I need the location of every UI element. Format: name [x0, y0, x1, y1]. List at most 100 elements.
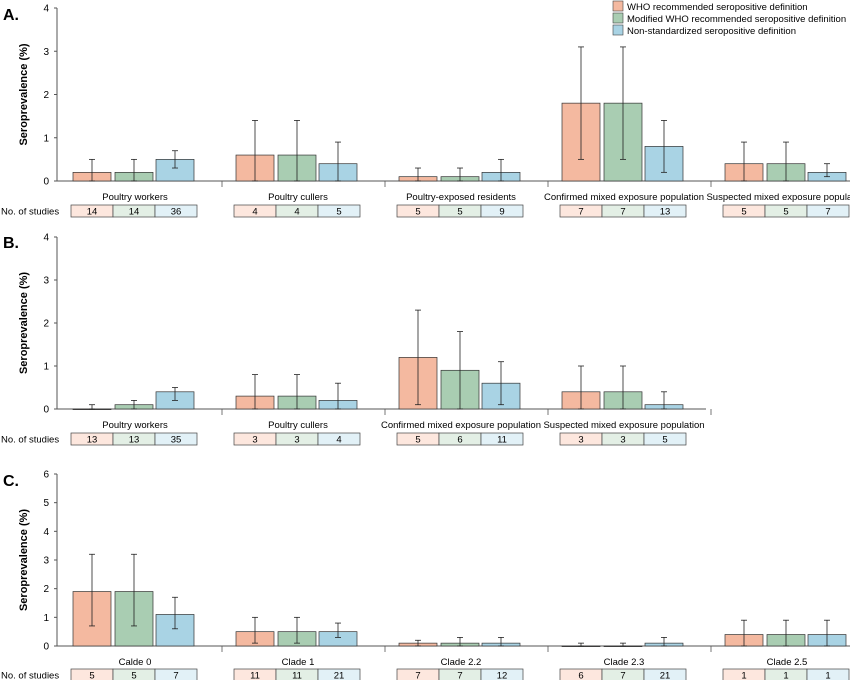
n-studies-value: 36: [171, 207, 182, 218]
y-tick-label: 2: [43, 584, 49, 595]
category-label: Clade 2.3: [604, 657, 645, 668]
n-studies-cell: [317, 204, 361, 218]
n-studies-value: 11: [497, 435, 507, 446]
y-tick-label: 3: [43, 556, 49, 567]
n-studies-value: 7: [620, 671, 625, 680]
category-label: Suspected mixed exposure population: [706, 192, 850, 203]
y-axis-label: Seroprevalence (%): [18, 43, 30, 145]
n-studies-value: 4: [252, 207, 257, 218]
n-studies-value: 21: [660, 671, 671, 680]
n-studies-value: 7: [415, 671, 420, 680]
y-tick-label: 1: [43, 133, 49, 144]
y-axis-label: Seroprevalence (%): [18, 509, 30, 611]
y-tick-label: 4: [43, 527, 49, 538]
n-studies-cell: [154, 668, 198, 680]
y-tick-label: 0: [43, 177, 49, 188]
n-studies-value: 7: [620, 207, 625, 218]
y-tick-label: 0: [43, 405, 49, 416]
category-label: Confirmed mixed exposure population: [544, 192, 704, 203]
n-studies-value: 1: [741, 671, 746, 680]
n-studies-cell: [806, 204, 850, 218]
n-studies-value: 5: [336, 207, 341, 218]
panel-a: A. Seroprevalence (%) 0 1 2 3 4 No. of studies P…: [1, 4, 850, 218]
category-label: Poultry cullers: [268, 420, 328, 431]
n-studies-value: 13: [87, 435, 98, 446]
legend-swatch-who: [612, 0, 624, 12]
n-studies-cell: [643, 668, 687, 680]
n-studies-value: 13: [660, 207, 671, 218]
y-tick-label: 1: [43, 362, 49, 373]
n-studies-value: 5: [89, 671, 94, 680]
n-studies-cell: [643, 204, 687, 218]
n-studies-value: 6: [457, 435, 462, 446]
category-label: Poultry workers: [102, 192, 168, 203]
n-studies-value: 21: [334, 671, 345, 680]
n-studies-value: 1: [825, 671, 830, 680]
n-studies-cell: [480, 432, 524, 446]
n-studies-value: 3: [620, 435, 625, 446]
n-studies-value: 3: [252, 435, 257, 446]
category-label: Poultry-exposed residents: [406, 192, 516, 203]
n-studies-value: 7: [457, 671, 462, 680]
category-label: Poultry cullers: [268, 192, 328, 203]
n-studies-cell: [317, 668, 361, 680]
panel-letter: A.: [3, 7, 19, 24]
n-studies-value: 35: [171, 435, 182, 446]
y-tick-label: 2: [43, 319, 49, 330]
n-studies-value: 5: [415, 435, 420, 446]
category-label: Suspected mixed exposure population: [543, 420, 704, 431]
legend: WHO recommended seropositive definition …: [612, 0, 846, 37]
y-tick-label: 1: [43, 613, 49, 624]
n-studies-value: 11: [292, 671, 302, 680]
y-tick-label: 4: [43, 233, 49, 244]
y-tick-label: 0: [43, 642, 49, 653]
category-label: Poultry workers: [102, 420, 168, 431]
category-label: Calde 0: [119, 657, 152, 668]
panel-letter: B.: [3, 235, 19, 252]
legend-label-who: WHO recommended seropositive definition: [627, 2, 808, 13]
y-axis-label: Seroprevalence (%): [18, 272, 30, 374]
n-studies-cell: [154, 432, 198, 446]
n-studies-value: 5: [783, 207, 788, 218]
n-studies-cell: [806, 668, 850, 680]
n-studies-value: 5: [457, 207, 462, 218]
n-studies-value: 11: [250, 671, 260, 680]
category-label: Confirmed mixed exposure population: [381, 420, 541, 431]
n-studies-value: 12: [497, 671, 508, 680]
y-tick-label: 5: [43, 498, 49, 509]
n-studies-cell: [154, 204, 198, 218]
y-tick-label: 3: [43, 276, 49, 287]
n-studies-cell: [317, 432, 361, 446]
legend-label-non-standardized: Non-standardized seropositive definition: [627, 26, 796, 37]
n-studies-value: 7: [173, 671, 178, 680]
n-studies-label: No. of studies: [1, 207, 59, 218]
n-studies-cell: [480, 204, 524, 218]
y-tick-label: 4: [43, 4, 49, 15]
n-studies-cell: [480, 668, 524, 680]
n-studies-value: 3: [294, 435, 299, 446]
n-studies-value: 7: [825, 207, 830, 218]
y-tick-label: 3: [43, 47, 49, 58]
n-studies-value: 3: [578, 435, 583, 446]
n-studies-value: 5: [131, 671, 136, 680]
n-studies-value: 9: [499, 207, 504, 218]
n-studies-cell: [643, 432, 687, 446]
legend-swatch-modified-who: [612, 12, 624, 24]
category-label: Clade 2.5: [767, 657, 808, 668]
n-studies-value: 14: [129, 207, 140, 218]
legend-swatch-non-standardized: [612, 24, 624, 36]
n-studies-value: 1: [783, 671, 788, 680]
n-studies-value: 4: [294, 207, 299, 218]
n-studies-value: 4: [336, 435, 341, 446]
legend-label-modified-who: Modified WHO recommended seropositive de…: [627, 14, 846, 25]
y-tick-label: 2: [43, 90, 49, 101]
n-studies-label: No. of studies: [1, 671, 59, 680]
n-studies-value: 7: [578, 207, 583, 218]
category-label: Clade 1: [282, 657, 315, 668]
n-studies-value: 5: [415, 207, 420, 218]
n-studies-label: No. of studies: [1, 435, 59, 446]
n-studies-value: 5: [662, 435, 667, 446]
n-studies-value: 14: [87, 207, 98, 218]
